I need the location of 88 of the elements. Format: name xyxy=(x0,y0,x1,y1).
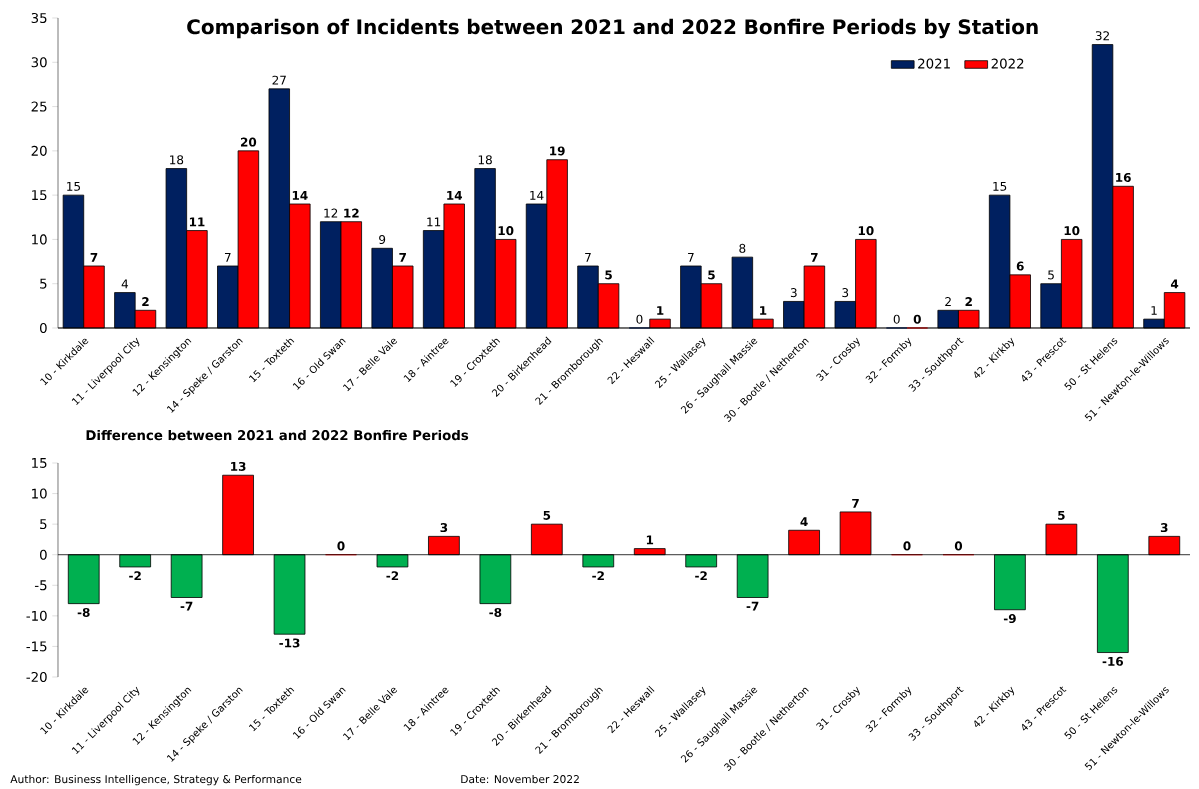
data-label: 32 xyxy=(1095,31,1109,41)
data-label: 4 xyxy=(121,279,129,289)
data-label: 10 xyxy=(1064,226,1080,236)
data-label: 14 xyxy=(447,190,463,200)
data-label: -13 xyxy=(279,638,300,648)
y-tick-label: -5 xyxy=(34,580,47,591)
data-label: 7 xyxy=(852,498,859,508)
text: Date: November 2022 xyxy=(461,774,579,784)
data-label: 5 xyxy=(1058,510,1065,520)
data-label: 16 xyxy=(1116,172,1131,183)
data-label: 13 xyxy=(231,461,246,471)
data-label: -7 xyxy=(180,601,193,611)
data-label: 3 xyxy=(790,288,797,298)
y-tick-label: 15 xyxy=(32,458,47,468)
y-tick-label: -20 xyxy=(26,671,47,683)
data-label: 0 xyxy=(893,314,900,324)
y-tick-label: 20 xyxy=(31,145,47,156)
data-label: 7 xyxy=(585,252,591,262)
y-tick-label: 0 xyxy=(39,322,47,334)
data-label: 10 xyxy=(498,226,514,236)
data-label: -7 xyxy=(746,601,759,611)
data-label: 15 xyxy=(67,181,81,191)
y-tick-label: 30 xyxy=(31,57,47,68)
data-label: 18 xyxy=(170,155,184,165)
data-label: 3 xyxy=(842,288,849,298)
y-tick-label: 25 xyxy=(31,101,47,112)
data-label: -8 xyxy=(77,607,90,617)
data-label: 6 xyxy=(1016,261,1024,271)
data-label: 0 xyxy=(636,314,643,324)
text: Author: Business Intelligence, Strategy & Performance xyxy=(10,774,302,786)
data-label: 5 xyxy=(1048,270,1054,280)
data-label: 0 xyxy=(903,541,911,551)
data-label: 14 xyxy=(292,190,308,200)
data-label: 10 xyxy=(858,226,874,236)
data-label: 12 xyxy=(344,208,359,218)
chart-title: Comparison of Incidents between 2021 and 2022 Bonfire Periods by Station xyxy=(187,18,1038,39)
y-tick-label: 5 xyxy=(40,519,47,530)
data-label: 11 xyxy=(189,217,205,227)
y-tick-label: 15 xyxy=(32,190,47,201)
data-label: 1 xyxy=(657,306,664,315)
chart-title: Difference between 2021 and 2022 Bonfire Periods xyxy=(86,429,469,441)
data-label: 0 xyxy=(913,314,921,324)
data-label: 4 xyxy=(1170,279,1179,289)
data-label: 27 xyxy=(272,75,286,85)
data-label: 9 xyxy=(379,234,386,245)
data-label: 7 xyxy=(811,252,818,262)
data-label: 14 xyxy=(530,190,544,200)
data-label: 0 xyxy=(337,541,345,551)
y-tick-label: 35 xyxy=(31,12,47,24)
data-label: 7 xyxy=(90,252,98,262)
data-label: 4 xyxy=(800,517,808,526)
y-tick-label: 0 xyxy=(39,549,47,560)
data-label: -16 xyxy=(1102,656,1124,666)
data-label: -2 xyxy=(695,571,707,581)
data-label: 5 xyxy=(708,270,715,280)
data-label: 20 xyxy=(240,137,257,147)
data-label: 1 xyxy=(646,535,654,545)
data-label: -2 xyxy=(592,571,604,581)
data-label: -2 xyxy=(386,571,399,581)
y-tick-label: -10 xyxy=(26,610,47,621)
data-label: 8 xyxy=(739,243,746,253)
data-label: 15 xyxy=(993,181,1007,191)
data-label: 1 xyxy=(760,306,767,315)
y-tick-label: 10 xyxy=(32,234,47,245)
legend-label: 2021 xyxy=(918,58,950,69)
data-label: 2 xyxy=(965,297,972,307)
data-label: 12 xyxy=(324,208,338,218)
data-label: 0 xyxy=(954,541,963,551)
data-label: 11 xyxy=(427,217,441,227)
data-label: 1 xyxy=(1151,306,1157,315)
data-label: -8 xyxy=(489,607,502,617)
data-label: 18 xyxy=(478,155,492,165)
data-label: 2 xyxy=(142,297,149,307)
data-label: 3 xyxy=(440,523,448,533)
data-label: 3 xyxy=(1160,523,1168,533)
data-label: 2 xyxy=(945,297,951,307)
data-label: 19 xyxy=(550,146,565,156)
data-label: 5 xyxy=(543,510,551,520)
data-label: -2 xyxy=(129,571,141,581)
data-label: 7 xyxy=(399,252,406,262)
y-tick-label: -15 xyxy=(26,641,47,652)
data-label: 5 xyxy=(605,270,612,280)
data-label: 7 xyxy=(224,252,231,262)
y-tick-label: 10 xyxy=(32,488,47,499)
data-label: 7 xyxy=(688,252,694,262)
data-label: -9 xyxy=(1003,614,1016,624)
legend-label: 2022 xyxy=(991,58,1024,69)
y-tick-label: 5 xyxy=(40,278,47,289)
